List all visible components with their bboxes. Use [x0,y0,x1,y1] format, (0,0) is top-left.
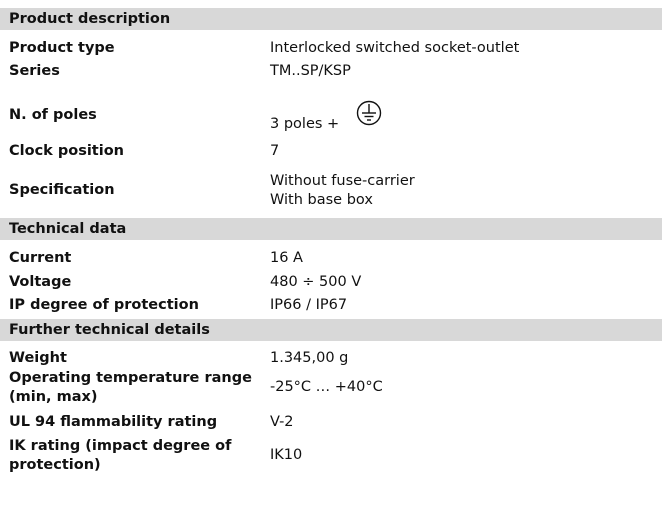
row-value: Without fuse-carrier [270,173,415,189]
row-value: 480 ÷ 500 V [270,274,362,290]
row-label: IP degree of protection [9,297,199,313]
row-label: Specification [9,182,115,198]
section-title: Technical data [9,221,127,237]
row-value: 16 A [270,250,303,266]
row-label: Product type [9,40,115,56]
row-label: Series [9,63,60,79]
section-header: Technical data [0,218,662,240]
row-label: Clock position [9,143,124,159]
row-value: Interlocked switched socket-outlet [270,40,520,56]
row-label: IK rating (impact degree of protection) [9,438,232,473]
row-value: 3 poles + [270,116,340,132]
row-label: Weight [9,350,67,366]
row-value: -25°C … +40°C [270,379,383,395]
row-value: TM..SP/KSP [270,63,351,79]
earth-symbol [356,100,382,126]
section-header: Product description [0,8,662,30]
row-value: 7 [270,143,280,159]
row-value: IK10 [270,447,303,463]
row-label: N. of poles [9,107,97,123]
row-value: IP66 / IP67 [270,297,348,313]
row-value: V-2 [270,414,294,430]
section-title: Product description [9,11,171,27]
row-value: 1.345,00 g [270,350,349,366]
section-header: Further technical details [0,319,662,341]
row-value: With base box [270,192,373,208]
row-label: Voltage [9,274,72,290]
row-label: UL 94 flammability rating [9,414,218,430]
row-label: Current [9,250,72,266]
row-label: Operating temperature range (min, max) [9,370,252,405]
section-title: Further technical details [9,322,210,338]
